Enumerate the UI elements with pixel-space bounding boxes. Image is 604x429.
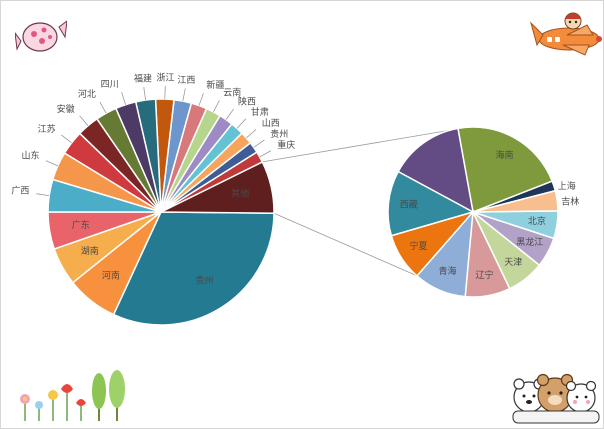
detail-pie-slice: [472, 189, 559, 213]
main-pie-slice-label: 四川: [101, 80, 119, 90]
main-pie-leader-line: [236, 118, 247, 129]
main-pie-slice-label: 安徽: [57, 103, 75, 115]
main-pie-leader-line: [99, 101, 107, 114]
main-pie-leader-line: [246, 129, 257, 139]
detail-pie-slice-label: 黑龙江: [516, 236, 543, 248]
detail-pie-slice: [387, 170, 475, 237]
main-pie-slice-label: 贵州: [195, 274, 213, 286]
main-pie-slice-label: 浙江: [156, 72, 174, 84]
main-pie-slice-label: 广东: [72, 219, 90, 231]
main-pie-leader-line: [259, 150, 272, 158]
detail-pie-slice-label: 青海: [438, 265, 456, 277]
main-pie-slice-label: 福建: [134, 73, 152, 85]
main-pie-slice-label: 河南: [102, 270, 120, 282]
main-pie-leader-line: [45, 160, 58, 167]
main-pie-leader-line: [253, 139, 265, 148]
detail-pie-slice-label: 北京: [528, 215, 546, 227]
main-pie-slice-label: 甘肃: [251, 106, 269, 118]
cartoon-bears-icon: [512, 373, 600, 424]
main-pie-slice-label: 山东: [21, 150, 39, 162]
main-pie-slice-label: 河北: [78, 88, 96, 100]
main-pie-slice-label: 山西: [262, 118, 280, 129]
detail-pie-slice-label: 海南: [495, 149, 513, 161]
main-pie-leader-line: [213, 100, 220, 113]
main-pie-slice-label: 重庆: [277, 139, 295, 151]
detail-pie-slice-label: 上海: [558, 180, 576, 192]
main-pie-leader-line: [164, 86, 166, 100]
main-pie-leader-line: [225, 108, 234, 120]
cartoon-airplane-icon: [530, 12, 602, 56]
main-pie-leader-line: [61, 134, 72, 144]
main-pie-slice-label: 陕西: [238, 96, 256, 108]
detail-pie-slice-label: 辽宁: [475, 269, 493, 281]
detail-pie-slice-label: 宁夏: [409, 240, 427, 252]
main-pie-leader-line: [182, 88, 186, 102]
detail-pie-slice: [397, 127, 475, 214]
main-pie-slice-label: 贵州: [270, 128, 288, 140]
detail-pie-slice-label: 西藏: [400, 199, 418, 211]
main-pie-slice: [112, 211, 275, 326]
pie-connector-line: [262, 127, 464, 163]
main-pie-slice-label: 江苏: [38, 123, 56, 135]
detail-pie-slice-label: 吉林: [561, 196, 579, 208]
candy-icon: [15, 20, 67, 52]
main-pie-leader-line: [198, 93, 204, 106]
detail-pie-slice-label: 天津: [504, 257, 522, 268]
flowers-icon: [20, 370, 125, 421]
main-pie-slice-label: 江西: [177, 75, 195, 86]
main-pie-slice-label: 其他: [231, 187, 249, 199]
main-pie-slice-label: 云南: [223, 87, 241, 99]
detail-pie-slice: [457, 126, 554, 214]
main-pie-leader-line: [79, 115, 89, 127]
main-pie-slice-label: 湖南: [81, 245, 99, 257]
main-pie-leader-line: [36, 193, 50, 196]
main-pie-slice-label: 新疆: [206, 79, 224, 91]
main-pie-leader-line: [143, 87, 146, 101]
main-pie-slice-label: 广西: [11, 184, 29, 196]
main-pie-leader-line: [121, 92, 126, 105]
